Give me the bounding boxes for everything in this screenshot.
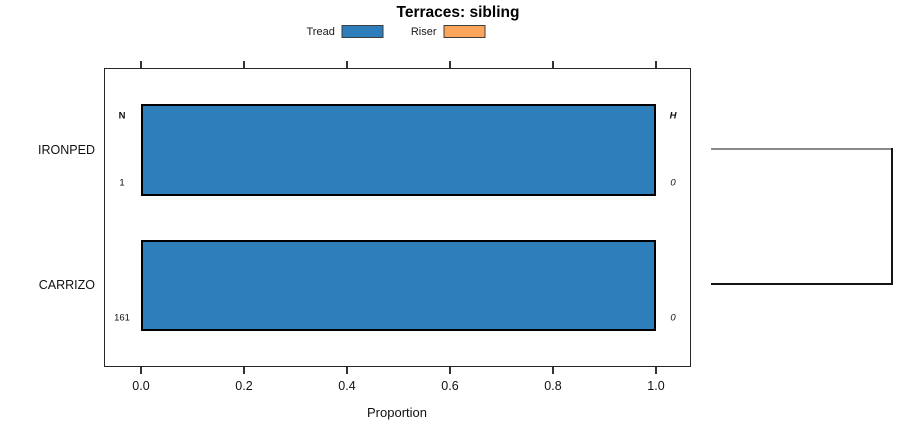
- x-tick-label: 0.0: [132, 379, 150, 393]
- x-axis-top-tick: [140, 61, 142, 68]
- x-axis-bottom-tick: [655, 367, 657, 374]
- h-value-ironped: 0: [670, 177, 676, 189]
- legend-swatch-riser: [443, 25, 486, 38]
- legend-item-riser: Riser: [411, 25, 486, 38]
- x-tick-label: 1.0: [647, 379, 665, 393]
- chart-title: Terraces: sibling: [396, 4, 520, 21]
- sibling-bracket-top-line: [711, 148, 893, 150]
- legend-item-tread: Tread: [307, 25, 384, 38]
- h-value-carrizo: 0: [670, 312, 676, 324]
- x-axis-title: Proportion: [367, 405, 427, 420]
- legend-label-riser: Riser: [410, 25, 437, 38]
- x-tick-label: 0.8: [544, 379, 562, 393]
- x-axis-top-tick: [449, 61, 451, 68]
- x-axis-bottom-tick: [243, 367, 245, 374]
- legend-label-tread: Tread: [306, 25, 335, 38]
- x-axis-top-tick: [552, 61, 554, 68]
- x-tick-label: 0.6: [441, 379, 459, 393]
- legend-swatch-tread: [341, 25, 384, 38]
- n-column-header: N: [118, 110, 126, 122]
- n-value-carrizo: 161: [114, 312, 130, 324]
- x-axis-bottom-tick: [552, 367, 554, 374]
- bar-carrizo-tread: [141, 240, 656, 331]
- x-axis-top-tick: [243, 61, 245, 68]
- chart-legend: Tread Riser: [307, 25, 486, 38]
- n-value-ironped: 1: [119, 177, 125, 189]
- x-tick-label: 0.2: [235, 379, 253, 393]
- x-axis-top-tick: [346, 61, 348, 68]
- x-axis-top-tick: [655, 61, 657, 68]
- sibling-bracket-vertical-line: [891, 148, 893, 285]
- plot-area: N 1 161 H 0 0: [104, 68, 691, 367]
- bar-ironped-tread: [141, 104, 656, 196]
- x-axis-bottom-tick: [346, 367, 348, 374]
- x-axis-bottom-tick: [140, 367, 142, 374]
- category-label-ironped: IRONPED: [38, 143, 95, 157]
- x-axis-bottom-tick: [449, 367, 451, 374]
- h-column-header: H: [669, 110, 677, 122]
- x-tick-label: 0.4: [338, 379, 356, 393]
- category-label-carrizo: CARRIZO: [38, 278, 95, 292]
- sibling-bracket-bottom-line: [711, 283, 893, 285]
